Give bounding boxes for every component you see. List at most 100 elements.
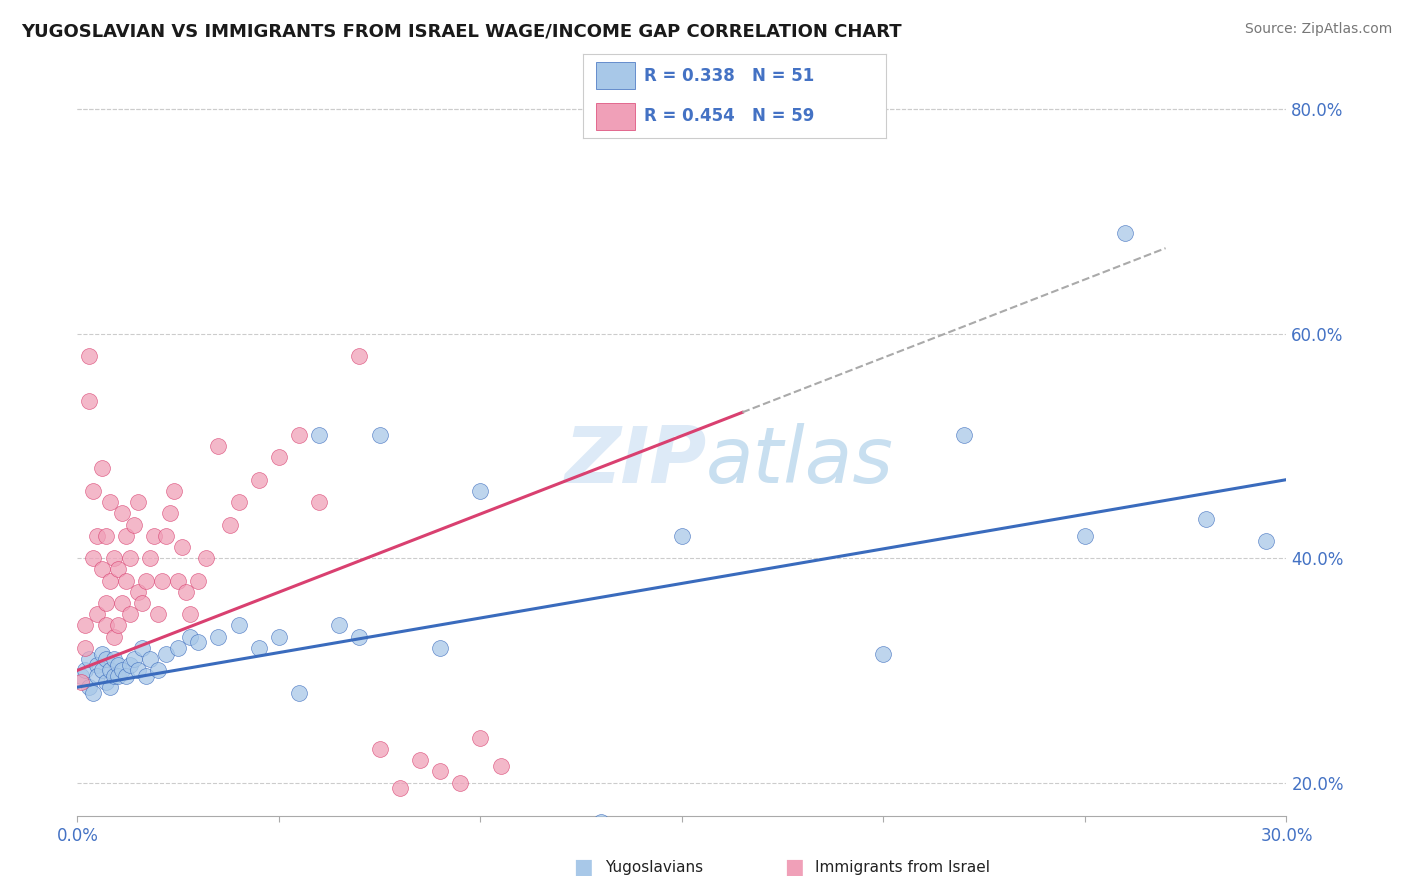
Point [489, 758, 512, 772]
Point [94, 652, 117, 666]
Point [111, 506, 134, 520]
Point [1195, 512, 1218, 526]
Point [163, 483, 186, 498]
Text: R = 0.454   N = 59: R = 0.454 N = 59 [644, 107, 814, 125]
Point [86, 607, 108, 622]
Point [308, 427, 330, 442]
Point [118, 607, 141, 622]
Text: YUGOSLAVIAN VS IMMIGRANTS FROM ISRAEL WAGE/INCOME GAP CORRELATION CHART: YUGOSLAVIAN VS IMMIGRANTS FROM ISRAEL WA… [21, 22, 901, 40]
Point [94, 596, 117, 610]
Point [179, 630, 201, 644]
Point [70, 669, 93, 683]
Point [122, 652, 145, 666]
Point [349, 630, 371, 644]
Point [107, 562, 129, 576]
Point [127, 495, 149, 509]
Point [139, 551, 162, 566]
Point [159, 506, 181, 520]
Point [103, 669, 125, 683]
Point [267, 450, 290, 465]
Point [79, 680, 101, 694]
FancyBboxPatch shape [596, 103, 636, 130]
Point [288, 427, 311, 442]
Text: Immigrants from Israel: Immigrants from Israel [815, 860, 990, 874]
Point [449, 775, 471, 789]
Point [75, 640, 97, 655]
Point [118, 551, 141, 566]
Point [1074, 529, 1097, 543]
Point [872, 647, 894, 661]
Point [172, 540, 194, 554]
Point [82, 686, 104, 700]
Point [349, 349, 371, 363]
FancyBboxPatch shape [596, 62, 636, 89]
Point [207, 630, 229, 644]
Point [75, 618, 97, 632]
Point [187, 574, 209, 588]
Point [107, 657, 129, 672]
Point [146, 607, 169, 622]
Point [155, 647, 177, 661]
Point [75, 664, 97, 678]
Point [388, 781, 411, 796]
Point [429, 640, 451, 655]
Point [150, 574, 173, 588]
Point [86, 669, 108, 683]
Text: ■: ■ [785, 857, 804, 877]
Point [86, 657, 108, 672]
Point [591, 814, 613, 829]
Point [79, 349, 101, 363]
Point [127, 664, 149, 678]
Point [118, 657, 141, 672]
Point [107, 618, 129, 632]
Point [308, 495, 330, 509]
Point [98, 495, 121, 509]
Point [90, 647, 112, 661]
Point [131, 640, 153, 655]
Text: Yugoslavians: Yugoslavians [605, 860, 703, 874]
Point [90, 461, 112, 475]
Text: Source: ZipAtlas.com: Source: ZipAtlas.com [1244, 22, 1392, 37]
Point [98, 574, 121, 588]
Text: ZIP: ZIP [564, 423, 706, 499]
Point [94, 618, 117, 632]
Point [228, 618, 250, 632]
Point [167, 640, 190, 655]
Point [368, 742, 391, 756]
Point [267, 630, 290, 644]
Text: R = 0.338   N = 51: R = 0.338 N = 51 [644, 67, 814, 85]
Point [107, 669, 129, 683]
Text: atlas: atlas [706, 423, 894, 499]
Point [82, 483, 104, 498]
Point [98, 680, 121, 694]
Text: ■: ■ [574, 857, 593, 877]
Point [155, 529, 177, 543]
Point [247, 473, 270, 487]
Point [792, 826, 814, 840]
Point [195, 551, 218, 566]
Point [111, 664, 134, 678]
Point [288, 686, 311, 700]
Point [470, 483, 492, 498]
Point [409, 753, 432, 767]
Point [127, 584, 149, 599]
Point [167, 574, 190, 588]
Point [82, 551, 104, 566]
Point [953, 427, 976, 442]
Point [98, 664, 121, 678]
Point [90, 562, 112, 576]
Point [1114, 226, 1136, 240]
Point [103, 551, 125, 566]
Point [139, 652, 162, 666]
Point [247, 640, 270, 655]
Point [135, 574, 157, 588]
Point [174, 584, 197, 599]
Point [79, 394, 101, 409]
Point [219, 517, 242, 532]
Point [114, 574, 136, 588]
Point [207, 439, 229, 453]
Point [328, 618, 350, 632]
Point [368, 427, 391, 442]
Point [79, 652, 101, 666]
Point [135, 669, 157, 683]
